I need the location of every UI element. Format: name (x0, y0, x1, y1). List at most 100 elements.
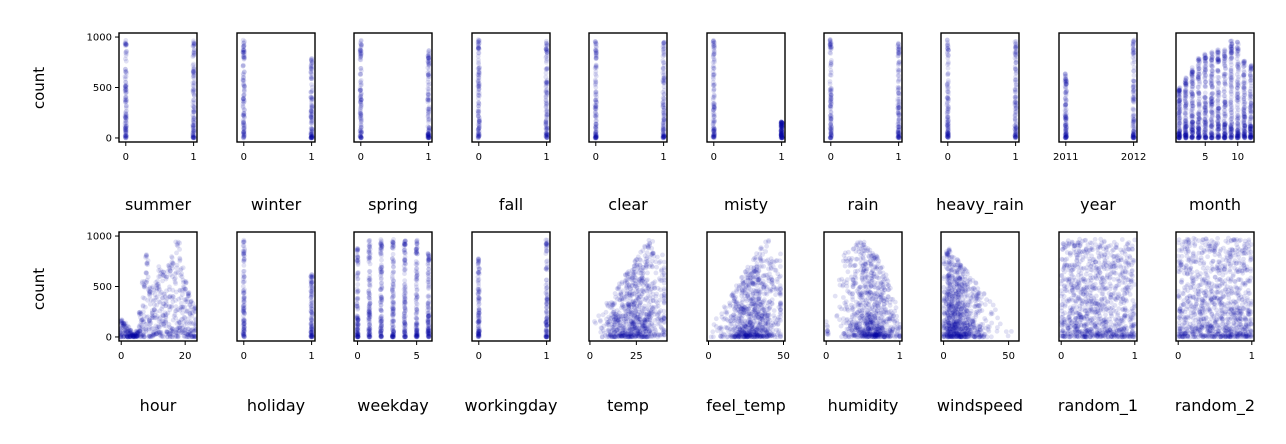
point (1176, 131, 1182, 137)
point (425, 124, 431, 129)
point (1013, 60, 1019, 65)
point (309, 97, 315, 102)
point (1196, 134, 1202, 140)
axes-frame (940, 32, 1020, 143)
point (183, 331, 189, 336)
point (1195, 74, 1201, 80)
point (1221, 131, 1227, 137)
point (1182, 127, 1188, 133)
point (309, 127, 315, 133)
point (308, 281, 314, 287)
point (1234, 46, 1240, 52)
point (127, 329, 133, 334)
point (1210, 63, 1215, 69)
point (366, 247, 372, 253)
point (1242, 120, 1247, 126)
point (778, 122, 784, 128)
point (123, 115, 129, 121)
point (123, 115, 129, 120)
point (170, 260, 176, 266)
point (402, 317, 407, 323)
point (1229, 127, 1234, 133)
point (778, 129, 784, 135)
point (895, 110, 901, 116)
point (945, 106, 951, 112)
point (425, 329, 431, 334)
point (358, 122, 364, 128)
point (476, 45, 481, 51)
point (355, 290, 361, 295)
point (308, 295, 314, 300)
row-2-ylabel: count (30, 268, 48, 310)
point (1176, 131, 1182, 137)
point (1234, 61, 1240, 67)
point (425, 131, 431, 137)
point (402, 299, 408, 305)
point (1195, 120, 1201, 125)
point (119, 320, 125, 326)
point (241, 310, 247, 315)
point (414, 240, 420, 246)
point (827, 135, 833, 141)
point (191, 91, 197, 97)
point (711, 52, 716, 58)
point (176, 296, 182, 302)
point (543, 74, 549, 80)
point (402, 330, 408, 336)
point (401, 329, 407, 335)
point (543, 80, 549, 86)
point (828, 92, 834, 98)
point (593, 115, 599, 120)
point (1216, 110, 1221, 116)
point (1177, 87, 1183, 93)
point (1248, 124, 1253, 130)
point (191, 61, 197, 67)
point (354, 257, 360, 263)
point (1182, 98, 1188, 104)
point (1064, 125, 1069, 131)
point (241, 268, 247, 274)
point (241, 129, 247, 135)
point (476, 46, 482, 52)
point (945, 71, 951, 77)
point (544, 49, 550, 55)
point (1242, 135, 1248, 141)
point (378, 329, 384, 335)
point (125, 331, 131, 337)
point (367, 255, 373, 261)
point (946, 134, 951, 140)
point (1131, 117, 1136, 123)
point (192, 92, 197, 98)
point (1222, 53, 1227, 59)
point (828, 41, 834, 47)
point (1228, 78, 1234, 83)
point (896, 49, 901, 55)
point (309, 130, 315, 136)
point (1215, 108, 1221, 114)
point (1229, 115, 1235, 121)
point (414, 293, 420, 298)
point (391, 311, 397, 317)
point (426, 258, 432, 264)
point (355, 254, 360, 259)
point (355, 248, 360, 254)
point (309, 322, 315, 328)
point (358, 49, 363, 54)
point (119, 325, 124, 331)
point (1013, 41, 1018, 47)
point (1248, 77, 1254, 83)
point (355, 331, 360, 337)
point (309, 327, 315, 333)
point (181, 286, 187, 292)
point (1183, 89, 1189, 95)
point (193, 327, 197, 332)
point (1183, 135, 1189, 141)
point (1183, 124, 1189, 130)
point (123, 111, 129, 117)
point (1013, 66, 1018, 72)
point (358, 103, 364, 109)
point (476, 69, 481, 75)
point (1202, 52, 1208, 58)
point (1202, 119, 1207, 125)
